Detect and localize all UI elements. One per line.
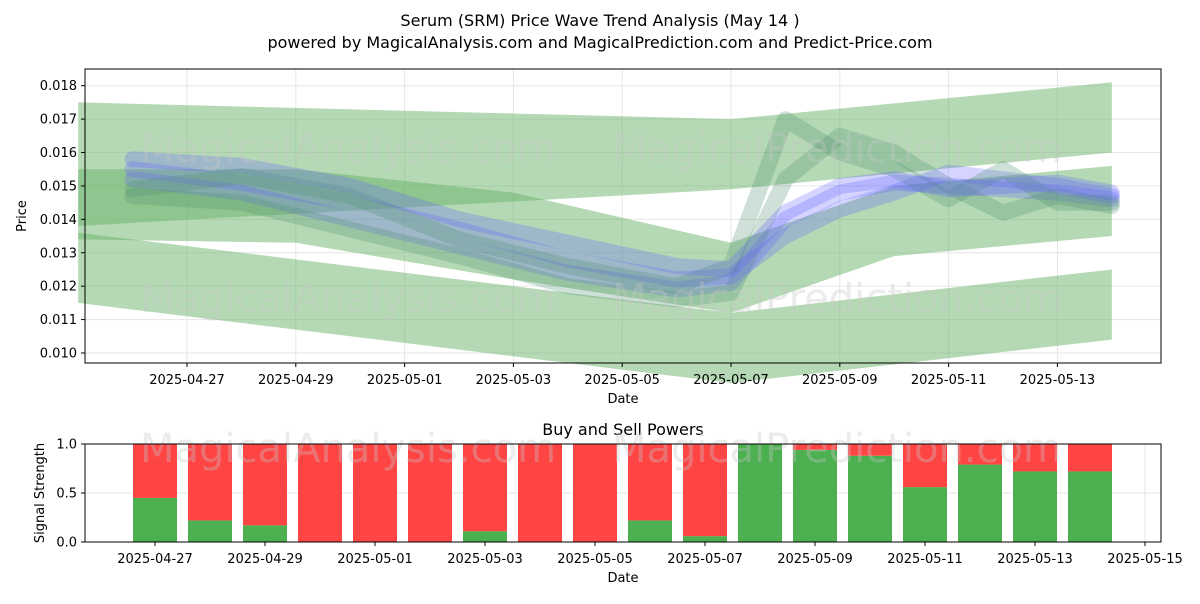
chart-subtitle: powered by MagicalAnalysis.com and Magic… (267, 33, 932, 52)
signal-x-tick-label: 2025-05-13 (997, 552, 1073, 567)
price-wave-series (124, 127, 1120, 308)
buy-power-bar (243, 525, 287, 542)
watermark-right-bottom: MagicalPrediction.com (612, 426, 1062, 472)
price-x-label: Date (607, 392, 638, 407)
buy-power-bar (793, 449, 837, 542)
signal-plot: Buy and Sell Powers MagicalAnalysis.com … (33, 420, 1183, 586)
signal-x-label: Date (607, 571, 638, 586)
trend-band (78, 232, 1112, 383)
signal-x-tick-label: 2025-05-09 (777, 552, 853, 567)
signal-x-tick-label: 2025-05-07 (667, 552, 743, 567)
price-wave-series (124, 151, 1120, 278)
buy-power-bar (133, 497, 177, 542)
sell-power-bar (243, 444, 287, 526)
sell-power-bar (133, 444, 177, 498)
sell-power-bar (628, 444, 672, 521)
sell-power-bar (188, 444, 232, 521)
sell-power-bar (793, 444, 837, 450)
signal-y-tick-label: 1.0 (56, 438, 77, 453)
price-wave-series (124, 171, 1120, 298)
watermark-right-mid: MagicalPrediction.com (612, 276, 1062, 322)
signal-y-label: Signal Strength (33, 443, 48, 543)
signal-x-tick-label: 2025-04-29 (227, 552, 303, 567)
price-plot: MagicalAnalysis.com MagicalPrediction.co… (15, 68, 1162, 407)
price-wave-series (124, 111, 1120, 295)
signal-x-tick-label: 2025-05-05 (557, 552, 633, 567)
sell-power-bar (848, 444, 892, 456)
watermark-left-mid: MagicalAnalysis.com (140, 276, 556, 322)
price-y-label: Price (15, 200, 30, 232)
price-y-axis: 0.010 0.011 0.012 0.013 0.014 0.015 0.016 0.017… (40, 79, 85, 361)
buy-power-bar (683, 536, 727, 542)
signal-x-tick-label: 2025-05-11 (887, 552, 963, 567)
buy-power-bar (463, 531, 507, 542)
sell-power-bar (463, 444, 507, 532)
signal-y-axis: 0.0 0.5 1.0 (56, 438, 85, 551)
price-x-tick-label: 2025-05-09 (802, 373, 878, 388)
price-series (124, 111, 1120, 308)
sell-power-bar (518, 444, 562, 542)
chart-title: Serum (SRM) Price Wave Trend Analysis (M… (400, 11, 799, 30)
price-x-tick-label: 2025-05-01 (367, 373, 443, 388)
price-x-tick-label: 2025-05-03 (476, 373, 552, 388)
price-y-tick-label: 0.011 (40, 313, 77, 328)
price-y-tick-label: 0.012 (40, 280, 77, 295)
price-plot-frame (84, 68, 1162, 364)
price-x-tick-label: 2025-05-11 (911, 373, 987, 388)
buy-power-bar (1068, 471, 1112, 542)
trend-band (78, 165, 1112, 313)
buy-power-bar (1013, 471, 1057, 542)
sell-power-bar (1013, 444, 1057, 472)
sell-power-bar (298, 444, 342, 542)
buy-power-bar (903, 487, 947, 542)
price-y-tick-label: 0.014 (40, 213, 77, 228)
signal-y-tick-label: 0.5 (56, 487, 77, 502)
price-x-tick-label: 2025-05-05 (584, 373, 660, 388)
watermark-left-bottom: MagicalAnalysis.com (140, 426, 556, 472)
signal-x-tick-label: 2025-04-27 (117, 552, 193, 567)
sell-power-bar (408, 444, 452, 542)
signal-y-tick-label: 0.0 (56, 536, 77, 551)
signal-bars (133, 444, 1112, 542)
sell-power-bar (683, 444, 727, 537)
buy-power-bar (738, 444, 782, 542)
price-bands (78, 82, 1112, 383)
signal-x-axis: 2025-04-27 2025-04-29 2025-05-01 2025-05-03… (117, 542, 1183, 567)
buy-power-bar (958, 464, 1002, 542)
sell-power-bar (573, 444, 617, 542)
signal-plot-title: Buy and Sell Powers (542, 420, 704, 439)
price-wave-series (124, 161, 1120, 288)
price-x-axis: 2025-04-27 2025-04-29 2025-05-01 2025-05-03… (149, 363, 1095, 388)
buy-power-bar (188, 520, 232, 542)
signal-x-tick-label: 2025-05-15 (1107, 552, 1183, 567)
price-y-tick-label: 0.016 (40, 146, 77, 161)
price-y-tick-label: 0.018 (40, 79, 77, 94)
price-x-tick-label: 2025-04-29 (258, 373, 334, 388)
price-y-tick-label: 0.017 (40, 113, 77, 128)
price-y-tick-label: 0.013 (40, 246, 77, 261)
buy-power-bar (848, 455, 892, 542)
price-x-tick-label: 2025-04-27 (149, 373, 225, 388)
sell-power-bar (1068, 444, 1112, 472)
sell-power-bar (353, 444, 397, 542)
buy-power-bar (628, 520, 672, 542)
signal-x-tick-label: 2025-05-01 (337, 552, 413, 567)
price-x-tick-label: 2025-05-07 (693, 373, 769, 388)
sell-power-bar (903, 444, 947, 488)
watermark-left-top: MagicalAnalysis.com (140, 126, 556, 172)
price-x-tick-label: 2025-05-13 (1020, 373, 1096, 388)
price-y-tick-label: 0.010 (40, 346, 77, 361)
signal-x-tick-label: 2025-05-03 (447, 552, 523, 567)
watermark-right-top: MagicalPrediction.com (612, 126, 1062, 172)
price-y-tick-label: 0.015 (40, 179, 77, 194)
sell-power-bar (958, 444, 1002, 465)
